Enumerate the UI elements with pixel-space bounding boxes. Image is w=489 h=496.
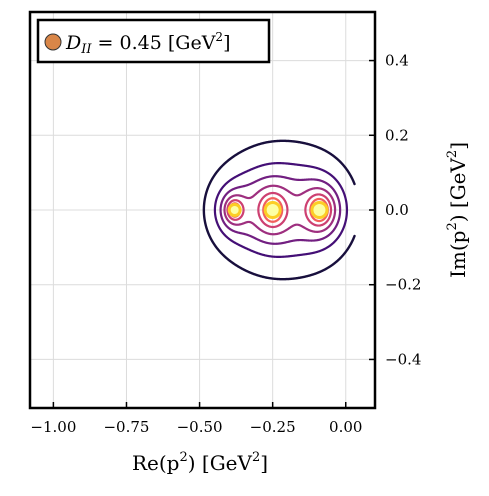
legend-label: DII = 0.45 [GeV2] [65,30,230,57]
x-axis-label: Re(p2) [GeV2] [132,450,268,475]
x-tick-label: −1.00 [30,418,76,436]
y-axis-label-main: Im(p [446,231,470,278]
legend-marker [44,33,62,51]
x-axis-label-main: Re(p [132,451,180,475]
pole-core [266,204,279,216]
y-axis-label-sup1: 2 [445,222,460,230]
axis-ticks: −1.00 −0.75 −0.50 −0.25 0.00 −0.4 −0.2 0.0 0.2 0.… [30,52,421,436]
x-axis-label-end: ] [260,451,268,475]
pole-core [313,204,326,216]
legend-box [36,18,271,64]
x-tick-label: 0.00 [329,418,362,436]
y-tick-label: 0.0 [385,201,409,219]
contour-level [202,139,356,281]
legend-close: ] [223,32,230,54]
y-tick-label: −0.4 [385,350,421,368]
y-axis-label-sup2: 2 [445,150,460,158]
legend-symbol: D [65,32,81,54]
y-tick-label: 0.2 [385,126,409,144]
plot-frame [28,10,377,410]
x-tick-label: −0.75 [103,418,149,436]
contour-level [213,162,349,258]
x-tick-label: −0.25 [250,418,296,436]
x-axis-label-sup2: 2 [252,450,260,465]
legend-value: = 0.45 [GeV [92,32,216,54]
x-tick-label: −0.50 [177,418,223,436]
x-axis-label-mid: ) [GeV [188,451,253,475]
pole-core [230,206,239,214]
y-tick-label: −0.2 [385,276,421,294]
y-tick-label: 0.4 [385,52,409,70]
y-axis-label-mid: ) [GeV [446,157,470,222]
contour-level [219,175,342,245]
y-axis-label: Im(p2) [GeV2] [445,142,470,278]
legend-sup: 2 [215,30,223,44]
contour-lines [202,139,356,281]
legend-subscript: II [80,42,92,57]
contour-level [223,184,337,236]
contour-level [226,191,333,229]
legend: DII = 0.45 [GeV2] [36,18,271,64]
grid-lines [30,12,375,408]
x-axis-label-sup1: 2 [179,450,187,465]
y-axis-label-end: ] [446,142,470,150]
